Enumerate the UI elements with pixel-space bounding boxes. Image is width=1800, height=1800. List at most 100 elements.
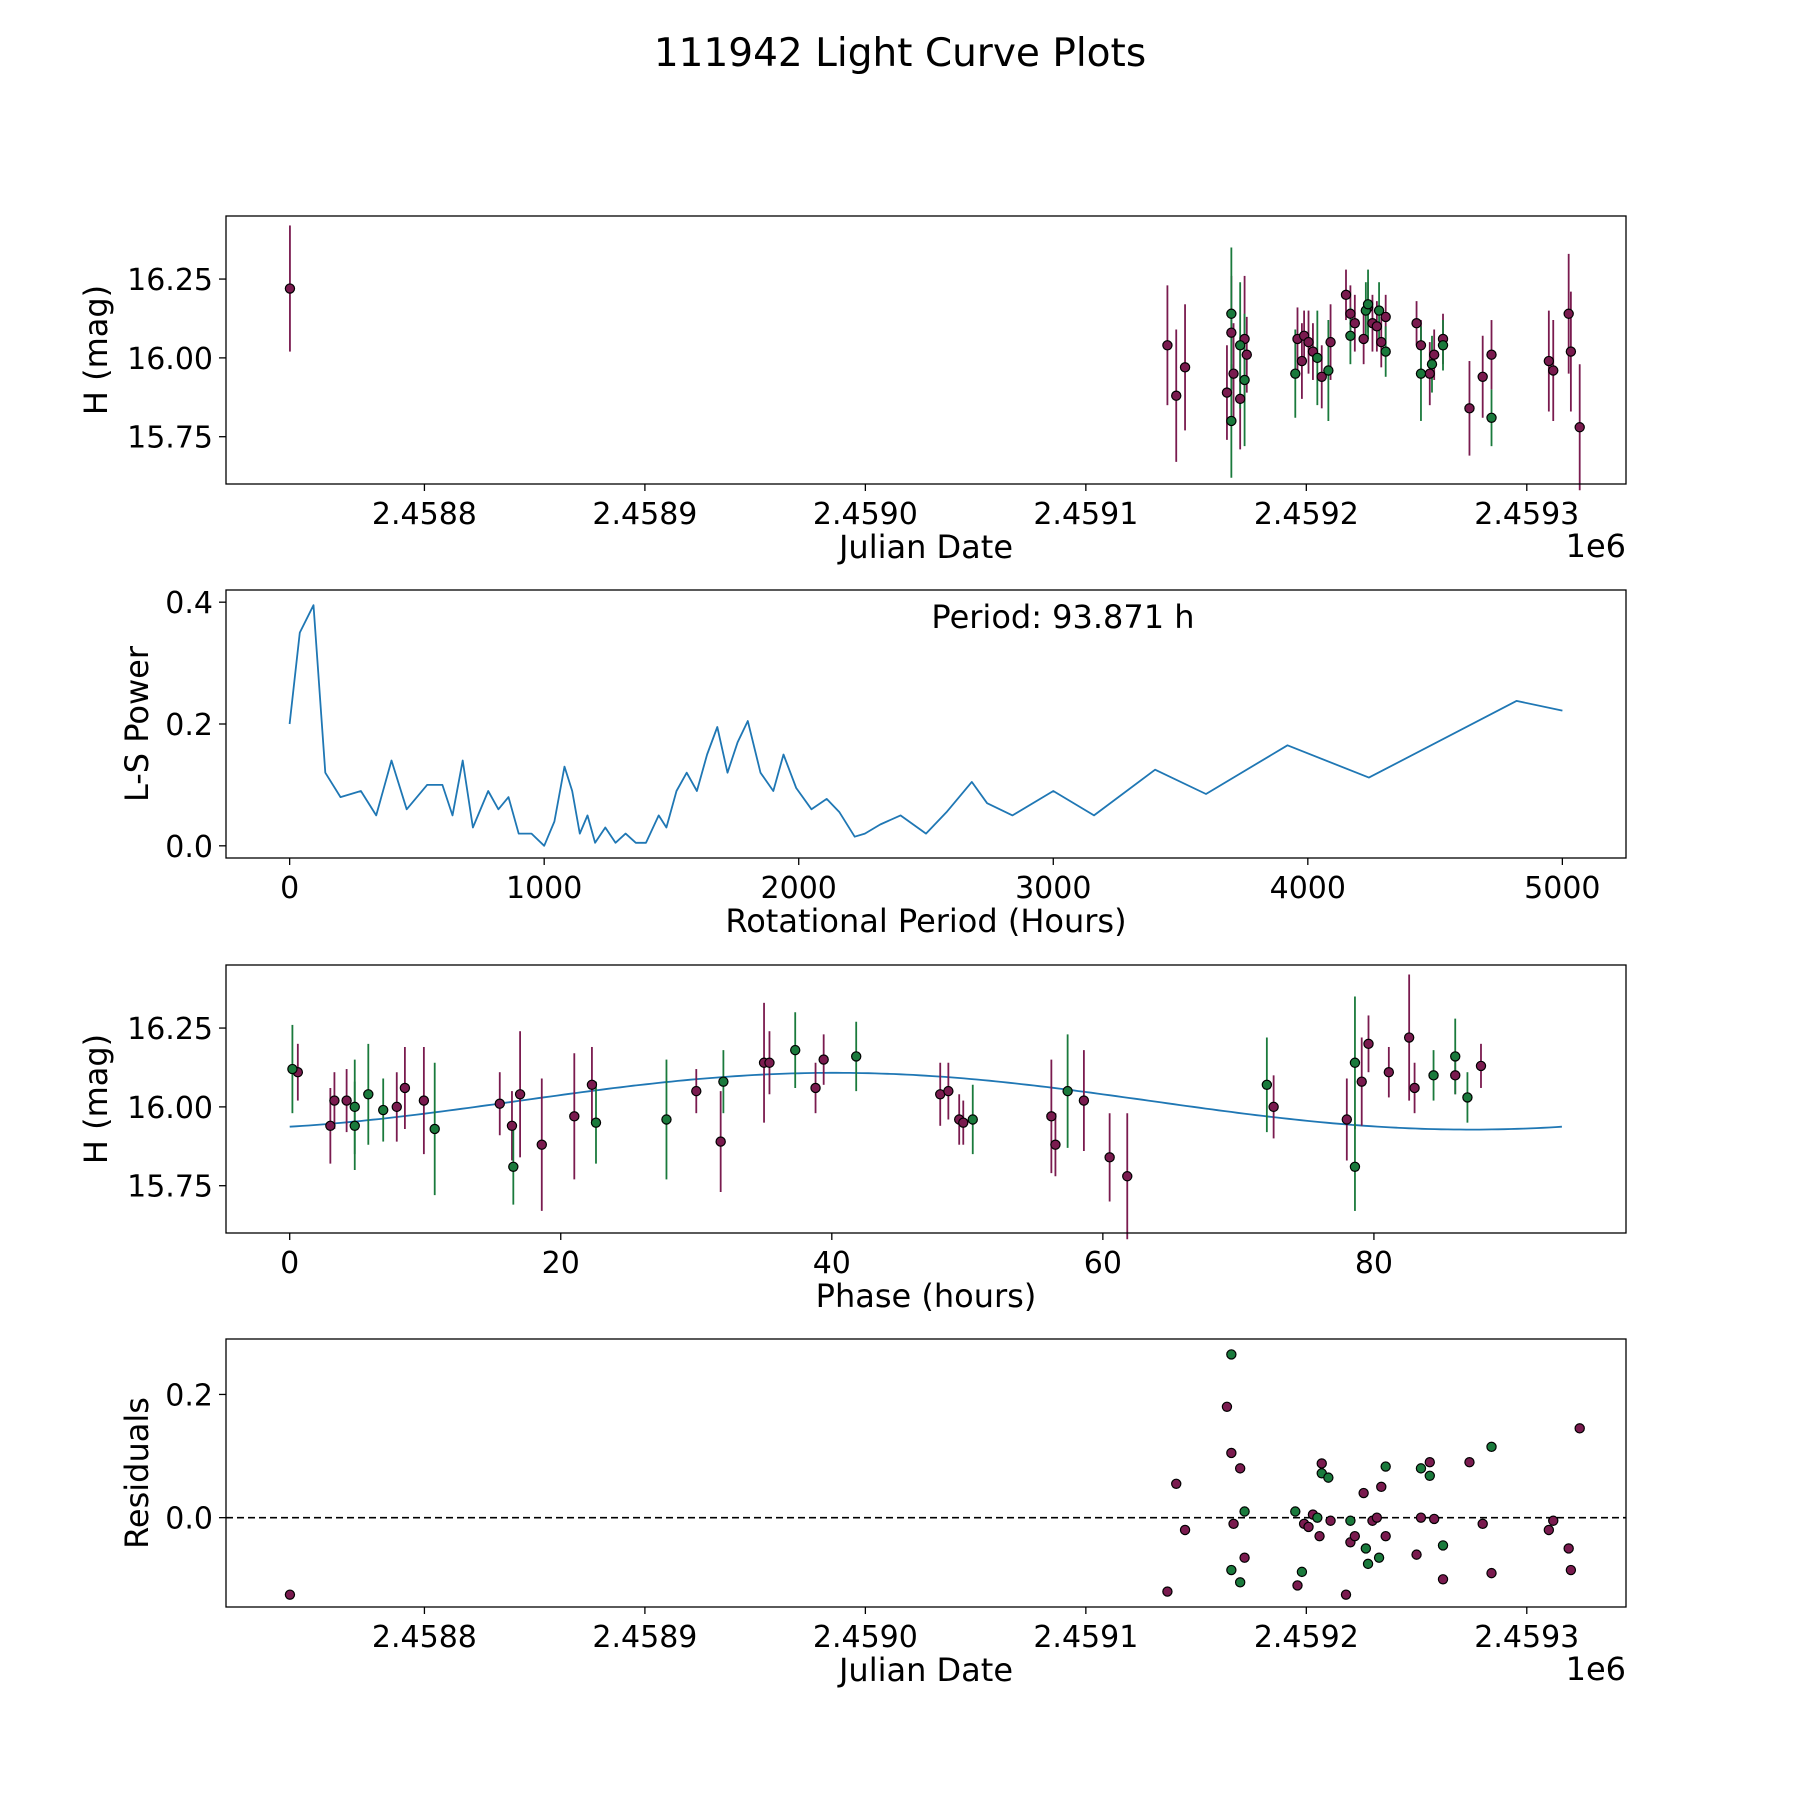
light-curve-xlabel: Julian Date	[837, 528, 1013, 566]
data-point	[1349, 1057, 1361, 1068]
y-tick-label: 16.00	[127, 1091, 213, 1126]
periodogram-panel: 0 1000 2000 3000 4000 5000 0.0 0.2 0.4 Period: 9…	[118, 586, 1627, 940]
data-point	[1437, 1574, 1449, 1585]
x-tick-label: 2.4590	[813, 497, 918, 532]
periodogram-xlabel: Rotational Period (Hours)	[725, 902, 1126, 940]
data-point	[1409, 1082, 1420, 1094]
data-point	[1228, 1518, 1239, 1530]
x-tick-label: 2000	[761, 871, 837, 906]
data-point	[1574, 422, 1585, 433]
data-point	[1296, 355, 1308, 367]
data-point	[1345, 330, 1356, 342]
y-tick-label: 0.0	[165, 1502, 213, 1537]
x-tick-label: 2.4589	[592, 1620, 697, 1655]
data-point	[1292, 1580, 1303, 1591]
x-tick-label: 20	[542, 1246, 580, 1281]
x-tick-label: 3000	[1015, 871, 1091, 906]
data-point	[1226, 1447, 1237, 1459]
x-tick-label: 0	[280, 1246, 299, 1281]
data-point	[1486, 1441, 1497, 1453]
data-point	[1362, 299, 1374, 310]
data-point	[284, 283, 296, 294]
data-point	[1171, 1478, 1182, 1489]
residuals-marks	[226, 1349, 1626, 1600]
data-point	[329, 1095, 340, 1106]
data-point	[1486, 349, 1497, 360]
data-point	[1450, 1070, 1461, 1081]
data-point	[1226, 1564, 1237, 1576]
data-point	[1303, 1521, 1314, 1533]
data-point	[1226, 327, 1237, 338]
data-point	[287, 1063, 298, 1075]
data-point	[1548, 365, 1559, 376]
data-point	[494, 1098, 505, 1109]
x-tick-label: 5000	[1524, 871, 1600, 906]
data-point	[1403, 1032, 1415, 1043]
data-point	[1574, 1423, 1585, 1434]
x-tick-label: 1000	[506, 871, 582, 906]
data-point	[1428, 349, 1440, 360]
data-point	[506, 1120, 518, 1132]
phase-curve-marks	[287, 974, 1562, 1240]
data-point	[764, 1057, 775, 1068]
data-point	[1371, 321, 1383, 332]
phase-curve-panel: 0 20 40 60 80 15.75 16.00 16.25 Phase (hours) H…	[77, 964, 1627, 1315]
data-point	[1234, 393, 1246, 405]
data-point	[1371, 1512, 1383, 1523]
figure-title: 111942 Light Curve Plots	[654, 31, 1146, 76]
x-tick-label: 2.4589	[592, 497, 697, 532]
data-point	[1380, 311, 1391, 323]
data-point	[1363, 1038, 1374, 1050]
data-point	[590, 1117, 602, 1128]
data-point	[1122, 1171, 1133, 1182]
x-tick-label: 2.4590	[813, 1620, 918, 1655]
data-point	[1239, 374, 1250, 386]
data-point	[967, 1114, 978, 1125]
data-point	[1424, 1457, 1435, 1468]
residuals-xlabel: Julian Date	[837, 1651, 1013, 1689]
data-point	[1373, 1552, 1385, 1563]
periodogram-line	[288, 604, 1563, 847]
data-point	[1437, 340, 1449, 351]
data-point	[1376, 336, 1387, 348]
data-point	[1548, 1515, 1559, 1526]
data-point	[790, 1044, 801, 1056]
data-point	[1340, 1589, 1352, 1600]
light-curve-panel: 2.4588 2.4589 2.4590 2.4591 2.4592 2.4593 15.7…	[77, 215, 1627, 566]
data-point	[691, 1085, 702, 1097]
periodogram-ylabel: L-S Power	[118, 645, 156, 802]
error-bars	[289, 225, 1581, 491]
data-point	[1234, 340, 1246, 351]
data-point	[1290, 368, 1301, 379]
data-point	[1424, 368, 1435, 379]
y-tick-label: 16.25	[127, 263, 213, 298]
x-tick-label: 40	[813, 1246, 851, 1281]
data-point	[1563, 1543, 1574, 1554]
periodogram-ticks: 0 1000 2000 3000 4000 5000 0.0 0.2 0.4	[165, 586, 1600, 906]
data-point	[1349, 318, 1361, 329]
data-point	[1426, 358, 1438, 370]
data-point	[1415, 368, 1427, 379]
phase-curve-ticks: 0 20 40 60 80 15.75 16.00 16.25	[127, 1012, 1393, 1281]
data-point	[1362, 1558, 1374, 1570]
data-point	[718, 1076, 729, 1087]
data-point	[1358, 333, 1369, 345]
data-point	[1341, 1114, 1353, 1125]
periodogram-marks	[288, 604, 1563, 847]
phase-curve-xlabel: Phase (hours)	[816, 1277, 1037, 1315]
data-point	[569, 1111, 580, 1122]
phase-curve-ylabel: H (mag)	[77, 1034, 115, 1164]
x-tick-label: 2.4593	[1474, 497, 1579, 532]
data-point	[1303, 336, 1314, 348]
data-point	[1046, 1111, 1057, 1122]
data-point	[1450, 1051, 1461, 1062]
data-point	[536, 1139, 547, 1150]
x-tick-label: 2.4591	[1033, 1620, 1138, 1655]
data-point	[1437, 1540, 1449, 1551]
data-point	[391, 1101, 402, 1113]
x-tick-label: 2.4591	[1033, 497, 1138, 532]
error-bars	[291, 974, 1482, 1240]
data-point	[1563, 308, 1574, 319]
data-point	[1078, 1095, 1090, 1106]
